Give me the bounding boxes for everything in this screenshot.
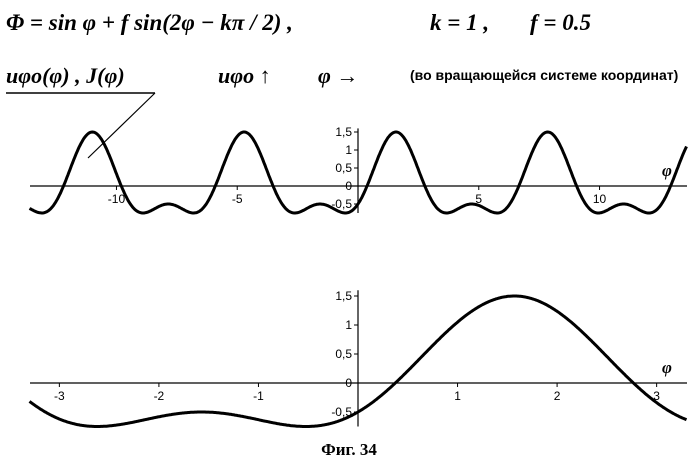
x-tick-label: -1 <box>253 389 264 403</box>
lower-chart: -3-2-11231,510,50-0,5φ <box>30 289 688 427</box>
y-tick-label: 1,5 <box>335 289 352 303</box>
legend-phi-text: φ → <box>318 63 358 88</box>
coordinate-note-text: (во вращающейся системе координат) <box>410 67 678 83</box>
y-tick-label: 0 <box>345 376 352 390</box>
y-tick-label: 1,5 <box>335 125 352 139</box>
y-tick-label: 0,5 <box>335 161 352 175</box>
y-tick-label: 0 <box>345 179 352 193</box>
upper-chart: -10-55101,510,50-0,5φ <box>30 125 688 213</box>
formula-text: Φ = sin φ + f sin(2φ − kπ / 2) , <box>6 10 293 35</box>
legend-u-text: uφo ↑ <box>218 63 271 88</box>
legend-curves-text: uφo(φ) , J(φ) <box>6 63 125 88</box>
x-tick-label: 2 <box>554 389 561 403</box>
x-axis-label: φ <box>662 161 672 180</box>
y-tick-label: 1 <box>345 143 352 157</box>
y-tick-label: 1 <box>345 318 352 332</box>
x-tick-label: -5 <box>232 192 243 206</box>
x-tick-label: 1 <box>454 389 461 403</box>
x-tick-label: -3 <box>54 389 65 403</box>
figure-caption: Фиг. 34 <box>321 440 377 459</box>
legend-leader-line <box>88 93 155 158</box>
k-value-text: k = 1 , <box>430 10 489 35</box>
x-axis-label: φ <box>662 358 672 377</box>
x-tick-label: -2 <box>154 389 165 403</box>
x-tick-label: 10 <box>593 192 607 206</box>
x-tick-label: -10 <box>108 192 126 206</box>
f-value-text: f = 0.5 <box>530 10 591 35</box>
y-tick-label: 0,5 <box>335 347 352 361</box>
